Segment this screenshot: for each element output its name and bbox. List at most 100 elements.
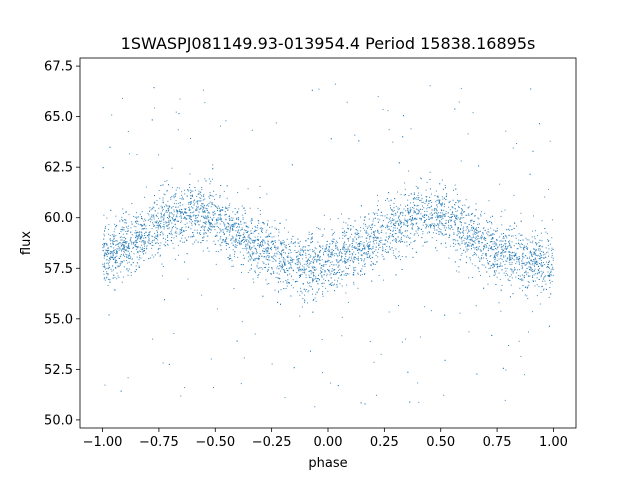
data-point: [124, 245, 126, 247]
data-point: [202, 196, 204, 198]
data-point: [496, 230, 498, 232]
data-point: [508, 259, 510, 261]
data-point: [284, 265, 286, 267]
data-point: [344, 262, 346, 264]
data-point: [314, 247, 316, 249]
data-point: [410, 224, 412, 226]
data-point: [326, 244, 328, 246]
data-point: [178, 187, 180, 189]
data-point: [456, 216, 457, 218]
data-point: [518, 275, 520, 277]
data-point: [536, 277, 538, 279]
data-point: [305, 261, 307, 263]
data-point: [508, 345, 510, 346]
data-point: [302, 297, 304, 299]
data-point: [493, 241, 495, 243]
data-point: [117, 265, 119, 267]
data-point: [329, 262, 331, 264]
data-point: [351, 254, 353, 256]
data-point: [192, 232, 194, 234]
data-point: [416, 222, 418, 224]
data-point: [303, 269, 305, 271]
data-point: [465, 243, 467, 245]
data-point: [238, 239, 240, 241]
data-point: [148, 236, 150, 238]
data-point: [226, 229, 228, 231]
data-point: [510, 256, 512, 258]
data-point: [209, 197, 211, 199]
data-point: [435, 219, 437, 221]
data-point: [454, 217, 456, 219]
data-point: [325, 250, 327, 252]
data-point: [122, 237, 124, 239]
data-point: [325, 279, 327, 281]
data-point: [262, 222, 264, 224]
data-point: [407, 211, 409, 213]
data-point: [173, 214, 175, 216]
data-point: [283, 244, 285, 246]
data-point: [353, 261, 355, 263]
data-point: [166, 225, 168, 227]
data-point: [141, 216, 143, 218]
data-point: [312, 241, 314, 243]
data-point: [539, 258, 541, 260]
data-point: [515, 263, 517, 265]
data-point: [273, 243, 274, 245]
data-point: [345, 244, 347, 246]
data-point: [374, 212, 376, 214]
data-point: [103, 230, 105, 232]
data-point: [479, 258, 481, 260]
data-point: [418, 211, 420, 213]
data-point: [182, 234, 184, 236]
data-point: [508, 257, 510, 259]
data-point: [531, 268, 533, 270]
data-point: [361, 273, 363, 275]
data-point: [529, 269, 531, 270]
data-point: [327, 255, 329, 256]
data-point: [232, 219, 234, 221]
data-point: [151, 235, 153, 237]
data-point: [197, 214, 199, 216]
data-point: [242, 238, 244, 240]
data-point: [122, 208, 124, 210]
data-point: [332, 241, 334, 243]
data-point: [166, 211, 168, 213]
data-point: [318, 259, 320, 261]
data-point: [541, 265, 543, 267]
data-point: [299, 294, 301, 296]
data-point: [203, 229, 205, 231]
data-point: [516, 248, 518, 250]
data-point: [510, 284, 512, 286]
data-point: [527, 331, 529, 333]
data-point: [317, 241, 319, 243]
data-point: [255, 253, 257, 255]
data-point: [495, 230, 497, 232]
data-point: [358, 140, 360, 142]
data-point: [291, 257, 293, 259]
data-point: [347, 227, 349, 229]
data-point: [463, 211, 465, 213]
data-point: [526, 243, 528, 245]
data-point: [348, 240, 350, 242]
data-point: [143, 253, 145, 255]
data-point: [189, 203, 191, 205]
data-point: [444, 187, 446, 189]
data-point: [216, 232, 218, 234]
data-point: [292, 242, 294, 244]
data-point: [271, 256, 273, 258]
data-point: [143, 237, 145, 239]
data-point: [277, 246, 279, 248]
data-point: [482, 249, 484, 251]
data-point: [138, 257, 140, 259]
data-point: [525, 271, 527, 273]
data-point: [419, 200, 421, 202]
data-point: [379, 219, 381, 221]
data-point: [453, 245, 455, 247]
data-point: [309, 256, 311, 258]
data-point: [549, 282, 551, 284]
data-point: [502, 261, 504, 263]
data-point: [501, 265, 503, 267]
data-point: [210, 358, 212, 360]
data-point: [412, 223, 414, 225]
data-point: [547, 251, 549, 253]
